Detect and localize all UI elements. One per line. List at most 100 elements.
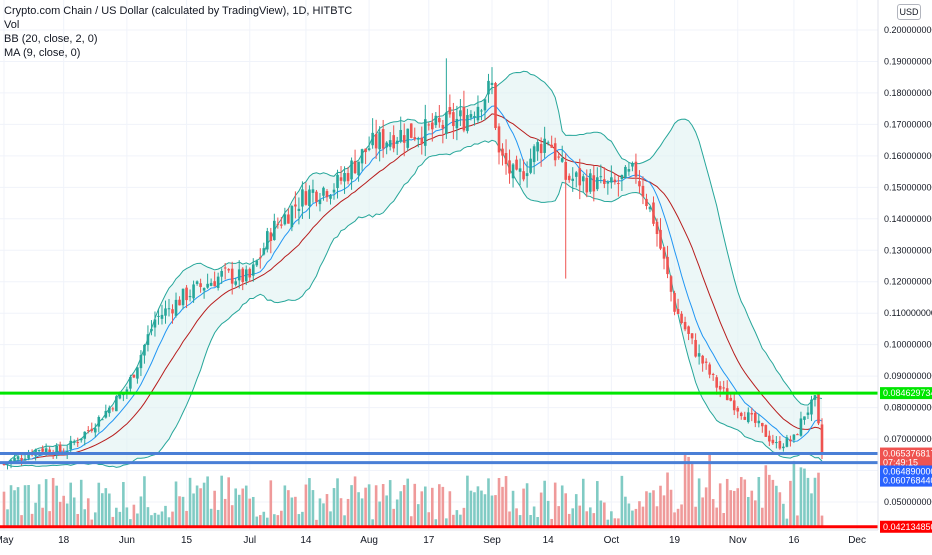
candle-body (311, 189, 315, 193)
volume-bar (269, 480, 273, 528)
candle-body (694, 339, 697, 357)
volume-bar (490, 495, 494, 528)
currency-button[interactable]: USD (897, 4, 921, 20)
volume-bar (813, 477, 817, 528)
candle-body (722, 387, 725, 389)
time-tick-label: 14 (543, 535, 555, 546)
candle-body (497, 126, 501, 153)
candle-body (441, 124, 445, 129)
candle-body (136, 367, 139, 379)
bb-fill (4, 71, 822, 468)
volume-bar (276, 515, 280, 528)
candle-body (322, 187, 325, 196)
volume-bar (6, 509, 9, 528)
candle-body (785, 437, 789, 447)
candle-body (273, 220, 276, 241)
volume-bar (743, 479, 747, 528)
volume-bar (378, 501, 381, 528)
candle-body (610, 177, 613, 183)
candle-body (2, 464, 6, 466)
candle-body (638, 181, 641, 187)
price-tick-label: 0.130000000 (884, 245, 932, 255)
volume-bar (413, 483, 417, 528)
candle-body (315, 191, 318, 202)
price-tick-label: 0.120000000 (884, 277, 932, 287)
volume-bar (732, 490, 736, 528)
volume-bar (255, 516, 259, 528)
candle-body (332, 189, 336, 193)
bb-lower-line (3, 139, 823, 468)
candle-body (416, 138, 420, 140)
candle-body (23, 458, 27, 460)
candle-body (504, 153, 508, 165)
volume-bar (115, 507, 118, 528)
volume-bar (41, 507, 44, 528)
volume-bar (104, 488, 108, 528)
volume-bar (381, 484, 385, 528)
volume-bar (318, 498, 322, 528)
volume-bar (466, 475, 469, 528)
candle-body (262, 248, 266, 255)
volume-bar (729, 490, 733, 528)
volume-bar (445, 518, 448, 528)
volume-bar (101, 493, 104, 528)
candle-body (44, 448, 48, 453)
time-tick-label: 16 (788, 535, 800, 546)
volume-bar (557, 506, 560, 528)
candle-body (466, 115, 469, 132)
volume-bar (55, 485, 58, 528)
legend-ma: MA (9, close, 0) (4, 47, 81, 59)
candle-body (230, 268, 234, 284)
volume-bar (406, 478, 410, 528)
candle-body (255, 260, 259, 266)
candle-body (469, 114, 473, 118)
volume-bar (199, 488, 202, 528)
candle-body (329, 195, 332, 199)
price-tick-label: 0.190000000 (884, 56, 932, 66)
volume-bar (438, 484, 441, 528)
candle-body (434, 115, 438, 126)
candle-body (16, 456, 20, 460)
candle-body (167, 308, 171, 310)
candle-body (596, 177, 599, 190)
candle-body (778, 440, 782, 449)
candle-body (578, 168, 582, 186)
volume-bar (606, 519, 610, 528)
volume-bar (501, 486, 504, 528)
volume-bar (539, 492, 543, 528)
price-label-box (880, 465, 932, 478)
candle-body (687, 326, 690, 334)
candle-body (13, 457, 16, 462)
volume-bar (371, 519, 374, 528)
candle-body (374, 134, 378, 149)
candle-body (241, 268, 245, 283)
volume-bar (357, 492, 360, 528)
candle-body (624, 166, 627, 179)
volume-bar (673, 512, 676, 528)
volume-bar (146, 507, 150, 528)
candle-body (508, 160, 511, 174)
candle-body (732, 400, 736, 411)
candle-body (680, 313, 683, 323)
candle-body (655, 221, 659, 235)
candle-body (297, 208, 301, 211)
candle-body (150, 328, 153, 332)
volume-bar (93, 512, 97, 528)
candle-body (325, 191, 329, 198)
candle-body (771, 439, 775, 444)
candle-body (775, 442, 778, 444)
volume-bar (287, 490, 290, 528)
volume-bar (353, 476, 357, 528)
volume-bar (494, 495, 497, 528)
time-tick-label: 14 (300, 535, 312, 546)
time-tick-label: May (0, 535, 13, 546)
time-tick-label: Oct (604, 535, 620, 546)
volume-bar (178, 496, 181, 528)
volume-bar (746, 496, 750, 528)
price-tick-label: 0.100000000 (884, 340, 932, 350)
volume-bar (676, 508, 680, 528)
candle-body (146, 334, 150, 346)
volume-bar (336, 478, 339, 528)
